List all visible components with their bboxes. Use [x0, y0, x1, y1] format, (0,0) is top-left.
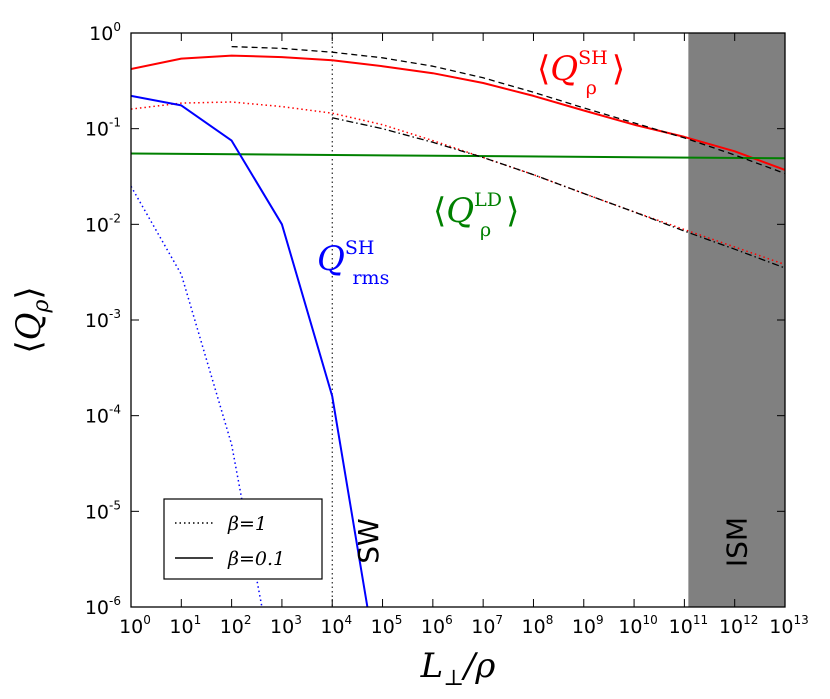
series-line-3	[231, 45, 785, 175]
y-tick-label: 10-2	[85, 211, 121, 236]
y-tick-label: 100	[89, 20, 121, 45]
x-tick-label: 1012	[719, 613, 758, 638]
x-tick-label: 101	[169, 613, 201, 638]
x-axis-label: L⊥/ρ	[420, 646, 496, 691]
sw-label: SW	[352, 518, 385, 563]
series-line-2	[131, 152, 785, 160]
x-tick-label: 105	[371, 613, 403, 638]
series-line-0	[131, 54, 785, 171]
ism-label: ISM	[721, 517, 754, 567]
series-line-4	[332, 117, 785, 269]
series-line-1	[131, 101, 785, 266]
x-tick-label: 1010	[618, 613, 657, 638]
legend-label: β=0.1	[227, 548, 285, 570]
x-tick-label: 1013	[769, 613, 808, 638]
x-tick-label: 108	[522, 613, 554, 638]
annotation-q-sh: ⟨QSH ρ ⟩	[537, 47, 625, 99]
y-axis-label: ⟨Qρ⟩	[9, 286, 54, 353]
x-tick-label: 106	[421, 613, 453, 638]
annotation-q-rms: QSH rms	[317, 237, 389, 289]
y-tick-label: 10-5	[85, 498, 121, 523]
series-line-5	[131, 94, 369, 607]
legend-label: β=1	[227, 513, 267, 535]
x-tick-label: 100	[119, 613, 151, 638]
y-tick-label: 10-6	[85, 594, 121, 619]
y-tick-label: 10-1	[85, 116, 121, 141]
x-tick-label: 104	[320, 613, 352, 638]
x-tick-label: 107	[471, 613, 503, 638]
y-tick-label: 10-4	[85, 403, 121, 428]
annotation-q-ld: ⟨QLD ρ ⟩	[433, 189, 519, 241]
legend: β=1 β=0.1	[163, 498, 323, 580]
y-tick-label: 10-3	[85, 307, 121, 332]
x-tick-label: 103	[270, 613, 302, 638]
x-tick-label: 109	[572, 613, 604, 638]
x-tick-label: 1011	[669, 613, 708, 638]
ism-band	[688, 33, 785, 607]
x-tick-label: 102	[220, 613, 252, 638]
